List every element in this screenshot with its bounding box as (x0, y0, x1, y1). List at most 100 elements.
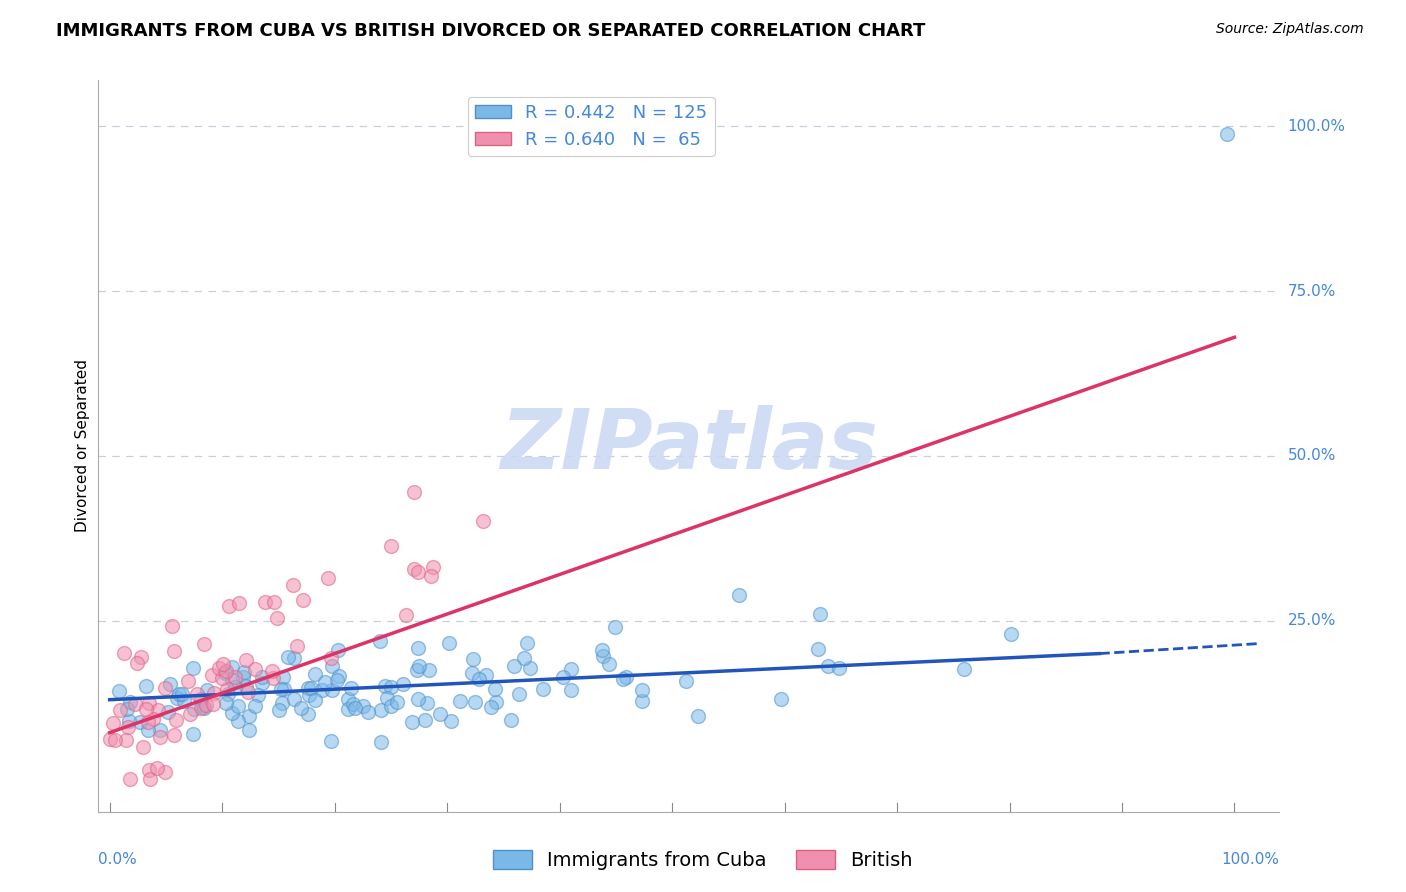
Point (190, 692, 212, 706)
Point (769, 692, 792, 706)
Point (277, 650, 299, 665)
Point (326, 673, 349, 687)
Point (516, 636, 538, 650)
Point (142, 712, 165, 726)
Point (301, 681, 323, 695)
Point (101, 716, 124, 731)
Point (215, 681, 238, 696)
Point (193, 637, 215, 651)
Point (422, 560, 444, 574)
Point (226, 714, 249, 728)
Point (319, 734, 342, 748)
Point (328, 669, 350, 683)
Point (343, 700, 366, 714)
Point (1000, 627, 1022, 641)
Point (380, 681, 402, 695)
Text: ZIPatlas: ZIPatlas (501, 406, 877, 486)
Point (612, 672, 634, 686)
Point (321, 683, 343, 698)
Point (283, 691, 305, 706)
Point (304, 667, 326, 681)
Point (311, 682, 333, 697)
Point (616, 670, 638, 684)
Point (817, 659, 839, 673)
Legend: Immigrants from Cuba, British: Immigrants from Cuba, British (485, 842, 921, 878)
Point (270, 682, 292, 697)
Point (499, 713, 522, 727)
Point (132, 740, 155, 755)
Point (179, 706, 201, 721)
Point (368, 634, 391, 648)
Point (238, 709, 260, 723)
Point (218, 599, 240, 614)
Point (1215, 128, 1237, 142)
Point (201, 668, 224, 682)
Point (375, 691, 398, 706)
Point (408, 659, 430, 673)
Point (211, 657, 233, 671)
Point (124, 698, 146, 712)
Point (533, 682, 555, 697)
Point (202, 698, 225, 712)
Point (138, 763, 160, 777)
Point (260, 664, 283, 678)
Point (115, 702, 138, 716)
Point (508, 687, 530, 701)
Point (155, 681, 177, 695)
Point (252, 670, 274, 684)
Point (254, 595, 277, 609)
Point (484, 681, 506, 696)
Point (631, 694, 654, 708)
Point (380, 698, 402, 713)
Point (165, 713, 187, 727)
Point (232, 670, 254, 684)
Point (173, 694, 195, 708)
Point (281, 577, 304, 591)
Point (560, 683, 582, 698)
Point (221, 706, 243, 720)
Point (262, 671, 284, 685)
Point (243, 698, 266, 713)
Point (269, 703, 291, 717)
Text: Source: ZipAtlas.com: Source: ZipAtlas.com (1216, 22, 1364, 37)
Point (675, 673, 697, 688)
Point (380, 539, 402, 553)
Point (472, 514, 495, 528)
Point (243, 662, 266, 676)
Point (186, 687, 208, 701)
Text: 0.0%: 0.0% (98, 852, 138, 867)
Point (214, 666, 236, 681)
Legend: R = 0.442   N = 125, R = 0.640   N =  65: R = 0.442 N = 125, R = 0.640 N = 65 (468, 96, 714, 156)
Point (238, 723, 260, 737)
Point (285, 640, 308, 654)
Point (221, 673, 243, 688)
Text: 50.0%: 50.0% (1288, 449, 1336, 463)
Point (135, 702, 157, 716)
Point (370, 703, 392, 717)
Point (461, 652, 484, 666)
Point (136, 723, 159, 737)
Point (560, 662, 582, 676)
Point (236, 684, 259, 698)
Point (519, 661, 541, 675)
Point (630, 682, 652, 697)
Point (408, 641, 430, 656)
Point (127, 656, 149, 670)
Point (266, 611, 288, 625)
Point (263, 595, 285, 609)
Point (337, 702, 360, 716)
Point (429, 707, 451, 722)
Point (342, 697, 364, 711)
Point (401, 714, 423, 729)
Point (235, 653, 257, 667)
Point (727, 588, 749, 602)
Point (297, 706, 319, 721)
Point (319, 651, 342, 665)
Point (828, 661, 851, 675)
Point (181, 727, 204, 741)
Point (553, 670, 575, 684)
Point (163, 643, 186, 657)
Point (224, 680, 246, 694)
Point (686, 709, 709, 723)
Point (211, 671, 233, 685)
